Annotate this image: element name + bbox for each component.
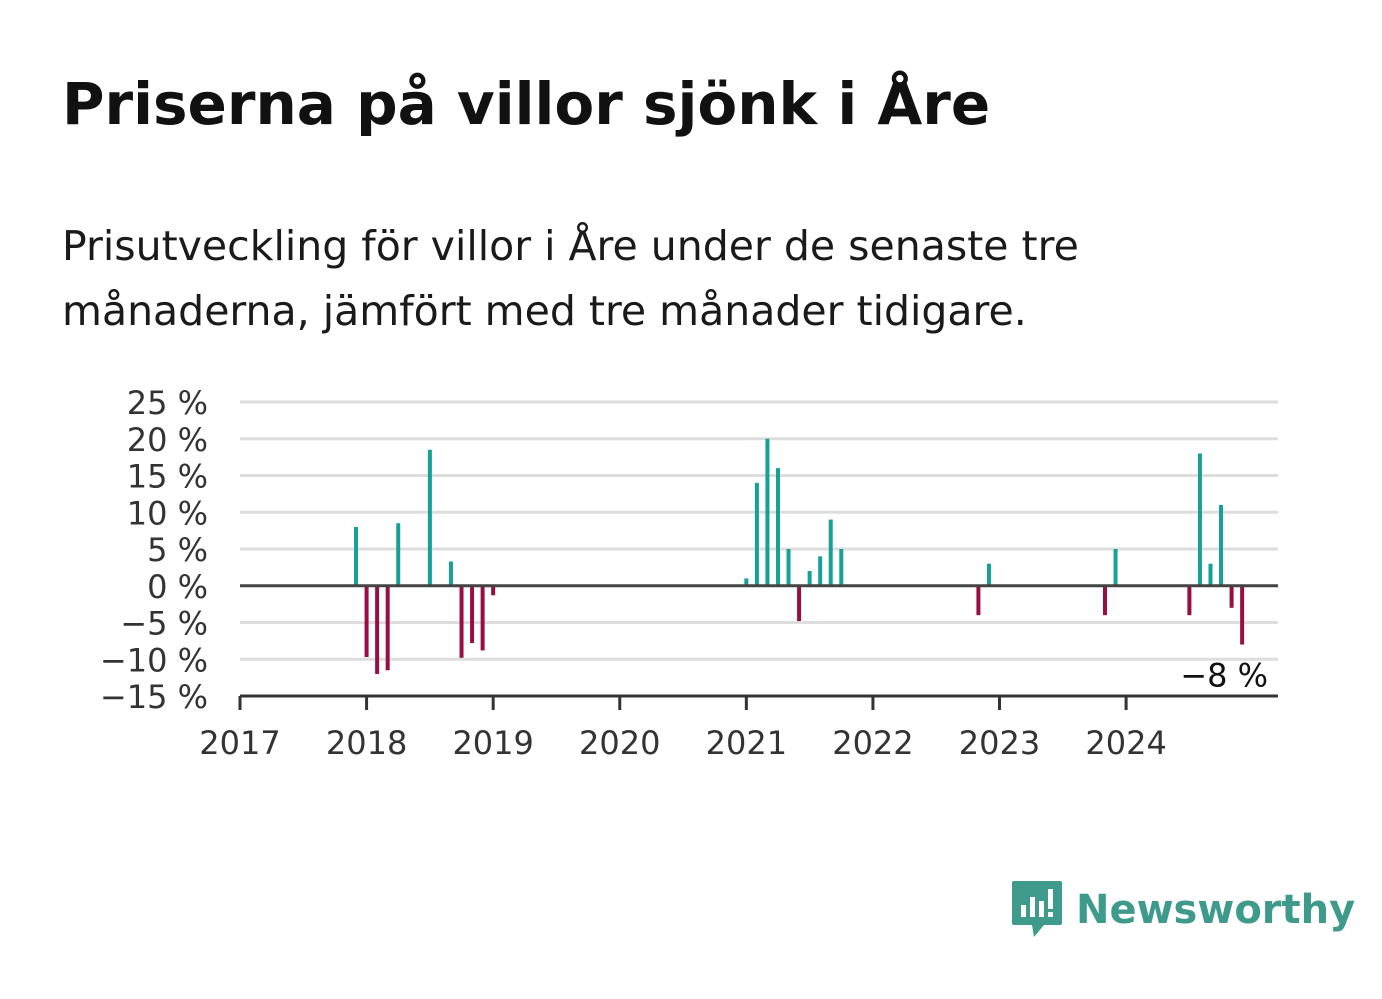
y-tick-label: −10 % xyxy=(100,641,208,679)
bar xyxy=(744,578,749,586)
x-tick-label: 2017 xyxy=(199,724,280,762)
bar xyxy=(818,556,823,586)
chart-speech-bubble-icon xyxy=(1012,881,1062,937)
bar xyxy=(754,482,759,586)
bar xyxy=(354,526,359,586)
bar xyxy=(1208,563,1213,586)
bar xyxy=(765,438,770,586)
bar xyxy=(839,549,844,586)
bar xyxy=(364,585,369,658)
x-tick-label: 2022 xyxy=(832,724,913,762)
bar xyxy=(786,549,791,586)
x-tick-label: 2019 xyxy=(452,724,533,762)
bar xyxy=(1240,585,1245,645)
x-tick-label: 2023 xyxy=(959,724,1040,762)
axes xyxy=(240,584,1278,698)
bar xyxy=(480,585,485,651)
bar xyxy=(986,563,991,586)
bar xyxy=(1103,585,1107,616)
bars xyxy=(354,438,1245,674)
bar xyxy=(976,585,981,616)
bar xyxy=(375,585,380,674)
bar xyxy=(1229,585,1234,608)
x-tick-label: 2024 xyxy=(1085,724,1166,762)
last-value-label: −8 % xyxy=(1180,657,1268,695)
bar-chart: 25 %20 %15 %10 %5 %0 %−5 %−10 %−15 % 201… xyxy=(100,384,1278,762)
bar xyxy=(448,561,453,586)
bar xyxy=(385,585,390,671)
x-tick-label: 2018 xyxy=(326,724,407,762)
grid-lines xyxy=(240,400,1278,661)
x-tick-label: 2021 xyxy=(706,724,787,762)
bar xyxy=(470,585,475,644)
bar xyxy=(1187,585,1192,616)
brand-name: Newsworthy xyxy=(1076,887,1356,933)
bar xyxy=(807,571,812,586)
y-tick-label: 25 % xyxy=(127,384,208,422)
x-tick-label: 2020 xyxy=(579,724,660,762)
y-tick-label: −15 % xyxy=(100,678,208,716)
bar xyxy=(828,519,833,586)
y-tick-label: 20 % xyxy=(127,421,208,459)
y-tick-label: 10 % xyxy=(127,494,208,532)
bar xyxy=(1113,549,1118,586)
y-tick-label: −5 % xyxy=(120,605,208,643)
bar xyxy=(491,585,496,596)
chart-title: Priserna på villor sjönk i Åre xyxy=(62,70,991,138)
y-tick-label: 5 % xyxy=(147,531,208,569)
bar xyxy=(1219,504,1224,586)
chart-subtitle: Prisutveckling för villor i Åre under de… xyxy=(62,222,1079,335)
y-axis-ticks: 25 %20 %15 %10 %5 %0 %−5 %−10 %−15 % xyxy=(100,384,208,716)
bar xyxy=(1197,453,1202,586)
bar xyxy=(775,468,780,586)
x-axis-ticks: 2017 2018 2019 2020 2021 2022 2023 2024 xyxy=(199,696,1167,762)
newsworthy-logo: Newsworthy xyxy=(1010,878,1355,942)
y-tick-label: 15 % xyxy=(127,458,208,496)
bar xyxy=(427,449,432,586)
bar xyxy=(396,523,401,586)
y-tick-label: 0 % xyxy=(147,568,208,606)
bar xyxy=(459,585,464,658)
bar xyxy=(797,585,802,622)
